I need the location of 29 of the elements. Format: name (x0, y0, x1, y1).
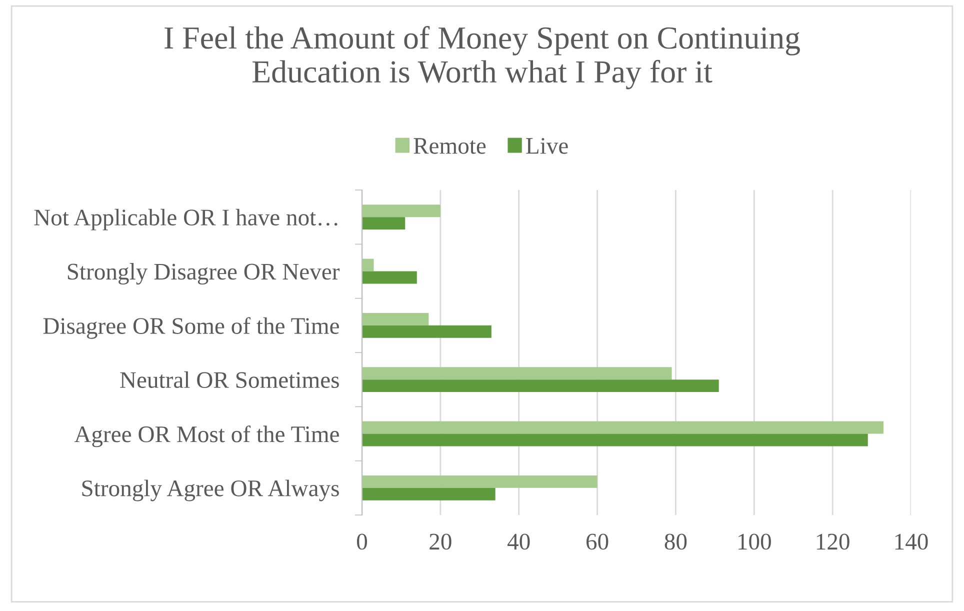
y-tick-label: Not Applicable OR I have not… (34, 208, 338, 230)
x-tick-label: 100 (738, 534, 771, 550)
bar (362, 217, 406, 230)
x-tick-label: 140 (895, 534, 928, 550)
bar (362, 421, 884, 434)
bar (362, 325, 492, 338)
bar (362, 271, 417, 284)
bar (362, 475, 598, 488)
x-tick-label: 80 (664, 534, 687, 550)
y-tick-label: Neutral OR Sometimes (120, 371, 339, 388)
legend-label: Remote (414, 138, 486, 154)
y-tick-label: Strongly Disagree OR Never (68, 263, 340, 285)
x-tick-label: 40 (508, 534, 530, 550)
bar (362, 367, 672, 380)
legend-label: Live (526, 138, 568, 154)
x-tick-label: 0 (356, 534, 368, 550)
y-tick-label: Strongly Agree OR Always (82, 480, 339, 502)
x-tick-label: 60 (586, 534, 608, 550)
y-tick-label: Agree OR Most of the Time (74, 425, 339, 448)
chart-title: I Feel the Amount of Money Spent on Continuing Education is Worth what I Pay for it (164, 26, 800, 90)
bar (362, 488, 496, 500)
bar (362, 380, 719, 392)
x-tick-label: 20 (430, 534, 452, 550)
bar (362, 312, 429, 326)
x-tick-label: 120 (816, 534, 850, 550)
bar (362, 434, 868, 446)
y-tick-label: Disagree OR Some of the Time (43, 317, 339, 339)
bar (362, 204, 440, 218)
bar (362, 258, 374, 272)
